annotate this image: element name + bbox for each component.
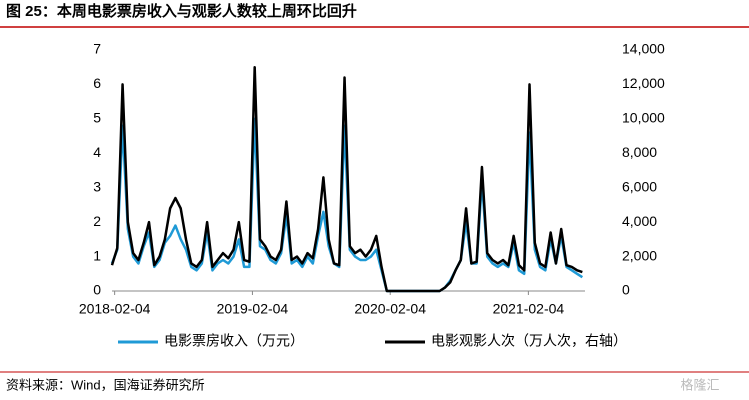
y-tick-label: 4: [93, 144, 101, 160]
y-tick-label: 1: [93, 247, 101, 263]
y-tick-label: 6: [93, 75, 101, 91]
y-tick-label: 2: [93, 213, 101, 229]
legend-label: 电影票房收入（万元）: [164, 333, 304, 349]
y2-tick-label: 8,000: [622, 144, 657, 160]
x-tick-label: 2019-02-04: [217, 301, 289, 317]
series-line: [110, 65, 583, 293]
y-tick-label: 7: [93, 41, 101, 57]
y-tick-label: 5: [93, 110, 101, 126]
y2-tick-label: 14,000: [622, 41, 665, 57]
x-tick-label: 2018-02-04: [79, 301, 151, 317]
legend-label: 电影观影人次（万人次，右轴）: [431, 333, 627, 349]
chart-title: 图 25：本周电影票房收入与观影人数较上周环比回升: [6, 2, 357, 20]
y-tick-label: 0: [93, 282, 101, 298]
y-tick-label: 3: [93, 178, 101, 194]
y2-tick-label: 2,000: [622, 247, 657, 263]
y2-tick-label: 4,000: [622, 213, 657, 229]
y2-tick-label: 10,000: [622, 110, 665, 126]
watermark: 格隆汇: [680, 377, 719, 392]
source: 资料来源：Wind，国海证券研究所: [6, 377, 205, 392]
y2-tick-label: 12,000: [622, 75, 665, 91]
x-tick-label: 2020-02-04: [354, 301, 426, 317]
y2-tick-label: 0: [622, 282, 630, 298]
y2-tick-label: 6,000: [622, 178, 657, 194]
x-tick-label: 2021-02-04: [493, 301, 565, 317]
